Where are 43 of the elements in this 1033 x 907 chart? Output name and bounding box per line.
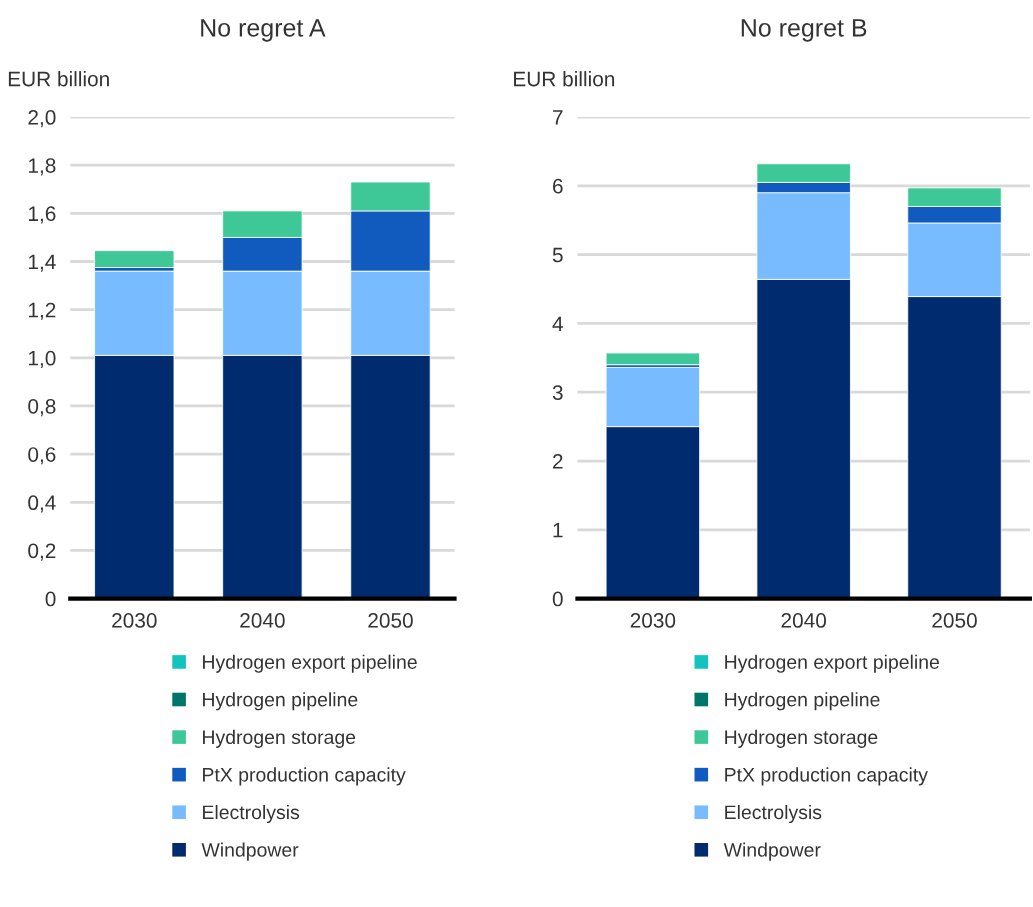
x-tick-label: 2050 bbox=[932, 613, 977, 628]
legend-label: Electrolysis bbox=[203, 804, 300, 824]
legend-label: Hydrogen pipeline bbox=[725, 692, 880, 711]
chart-title: No regret A bbox=[201, 19, 326, 42]
y-tick-label: 1,0 bbox=[28, 350, 56, 369]
y-tick-label: 0 bbox=[45, 591, 56, 607]
y-axis-title: EUR billion bbox=[514, 71, 615, 87]
bar bbox=[94, 250, 175, 268]
y-tick-label: 0,2 bbox=[28, 543, 56, 561]
legend-label: PtX production capacity bbox=[725, 767, 928, 786]
legend-label: Windpower bbox=[201, 842, 299, 861]
legend-label: Hydrogen export pipeline bbox=[725, 654, 939, 673]
legend-label: Hydrogen pipeline bbox=[203, 692, 358, 711]
y-tick-label: 0,6 bbox=[28, 447, 56, 465]
y-tick-label: 4 bbox=[552, 316, 563, 331]
y-tick-label: 1,2 bbox=[28, 302, 56, 320]
y-tick-label: 1,4 bbox=[28, 254, 56, 272]
x-tick-label: 2040 bbox=[240, 613, 285, 628]
y-tick-label: 6 bbox=[553, 178, 563, 194]
y-axis-title: EUR billion bbox=[8, 71, 109, 87]
y-tick-label: 5 bbox=[552, 247, 563, 263]
chart-title: No regret B bbox=[741, 19, 867, 42]
legend-label: Hydrogen storage bbox=[725, 729, 878, 748]
legend-label: Windpower bbox=[723, 842, 821, 861]
bar bbox=[605, 352, 701, 366]
y-tick-label: 0,8 bbox=[28, 398, 56, 417]
y-tick-label: 7 bbox=[553, 110, 563, 125]
legend-label: Hydrogen storage bbox=[203, 729, 356, 748]
y-tick-label: 0 bbox=[552, 591, 563, 607]
y-tick-label: 2 bbox=[553, 454, 563, 469]
y-tick-label: 1 bbox=[553, 523, 563, 538]
x-tick-label: 2030 bbox=[630, 613, 676, 628]
legend-label: Hydrogen export pipeline bbox=[203, 654, 417, 673]
legend-label: PtX production capacity bbox=[203, 767, 406, 786]
x-tick-label: 2050 bbox=[368, 613, 413, 628]
y-tick-label: 1,6 bbox=[28, 206, 56, 224]
legend-label: Electrolysis bbox=[725, 804, 822, 824]
y-tick-label: 2,0 bbox=[28, 110, 56, 128]
x-tick-label: 2030 bbox=[112, 613, 157, 628]
x-tick-label: 2040 bbox=[781, 613, 827, 628]
y-tick-label: 0,4 bbox=[28, 495, 56, 513]
y-tick-label: 1,8 bbox=[28, 158, 56, 176]
y-tick-label: 3 bbox=[552, 385, 563, 400]
